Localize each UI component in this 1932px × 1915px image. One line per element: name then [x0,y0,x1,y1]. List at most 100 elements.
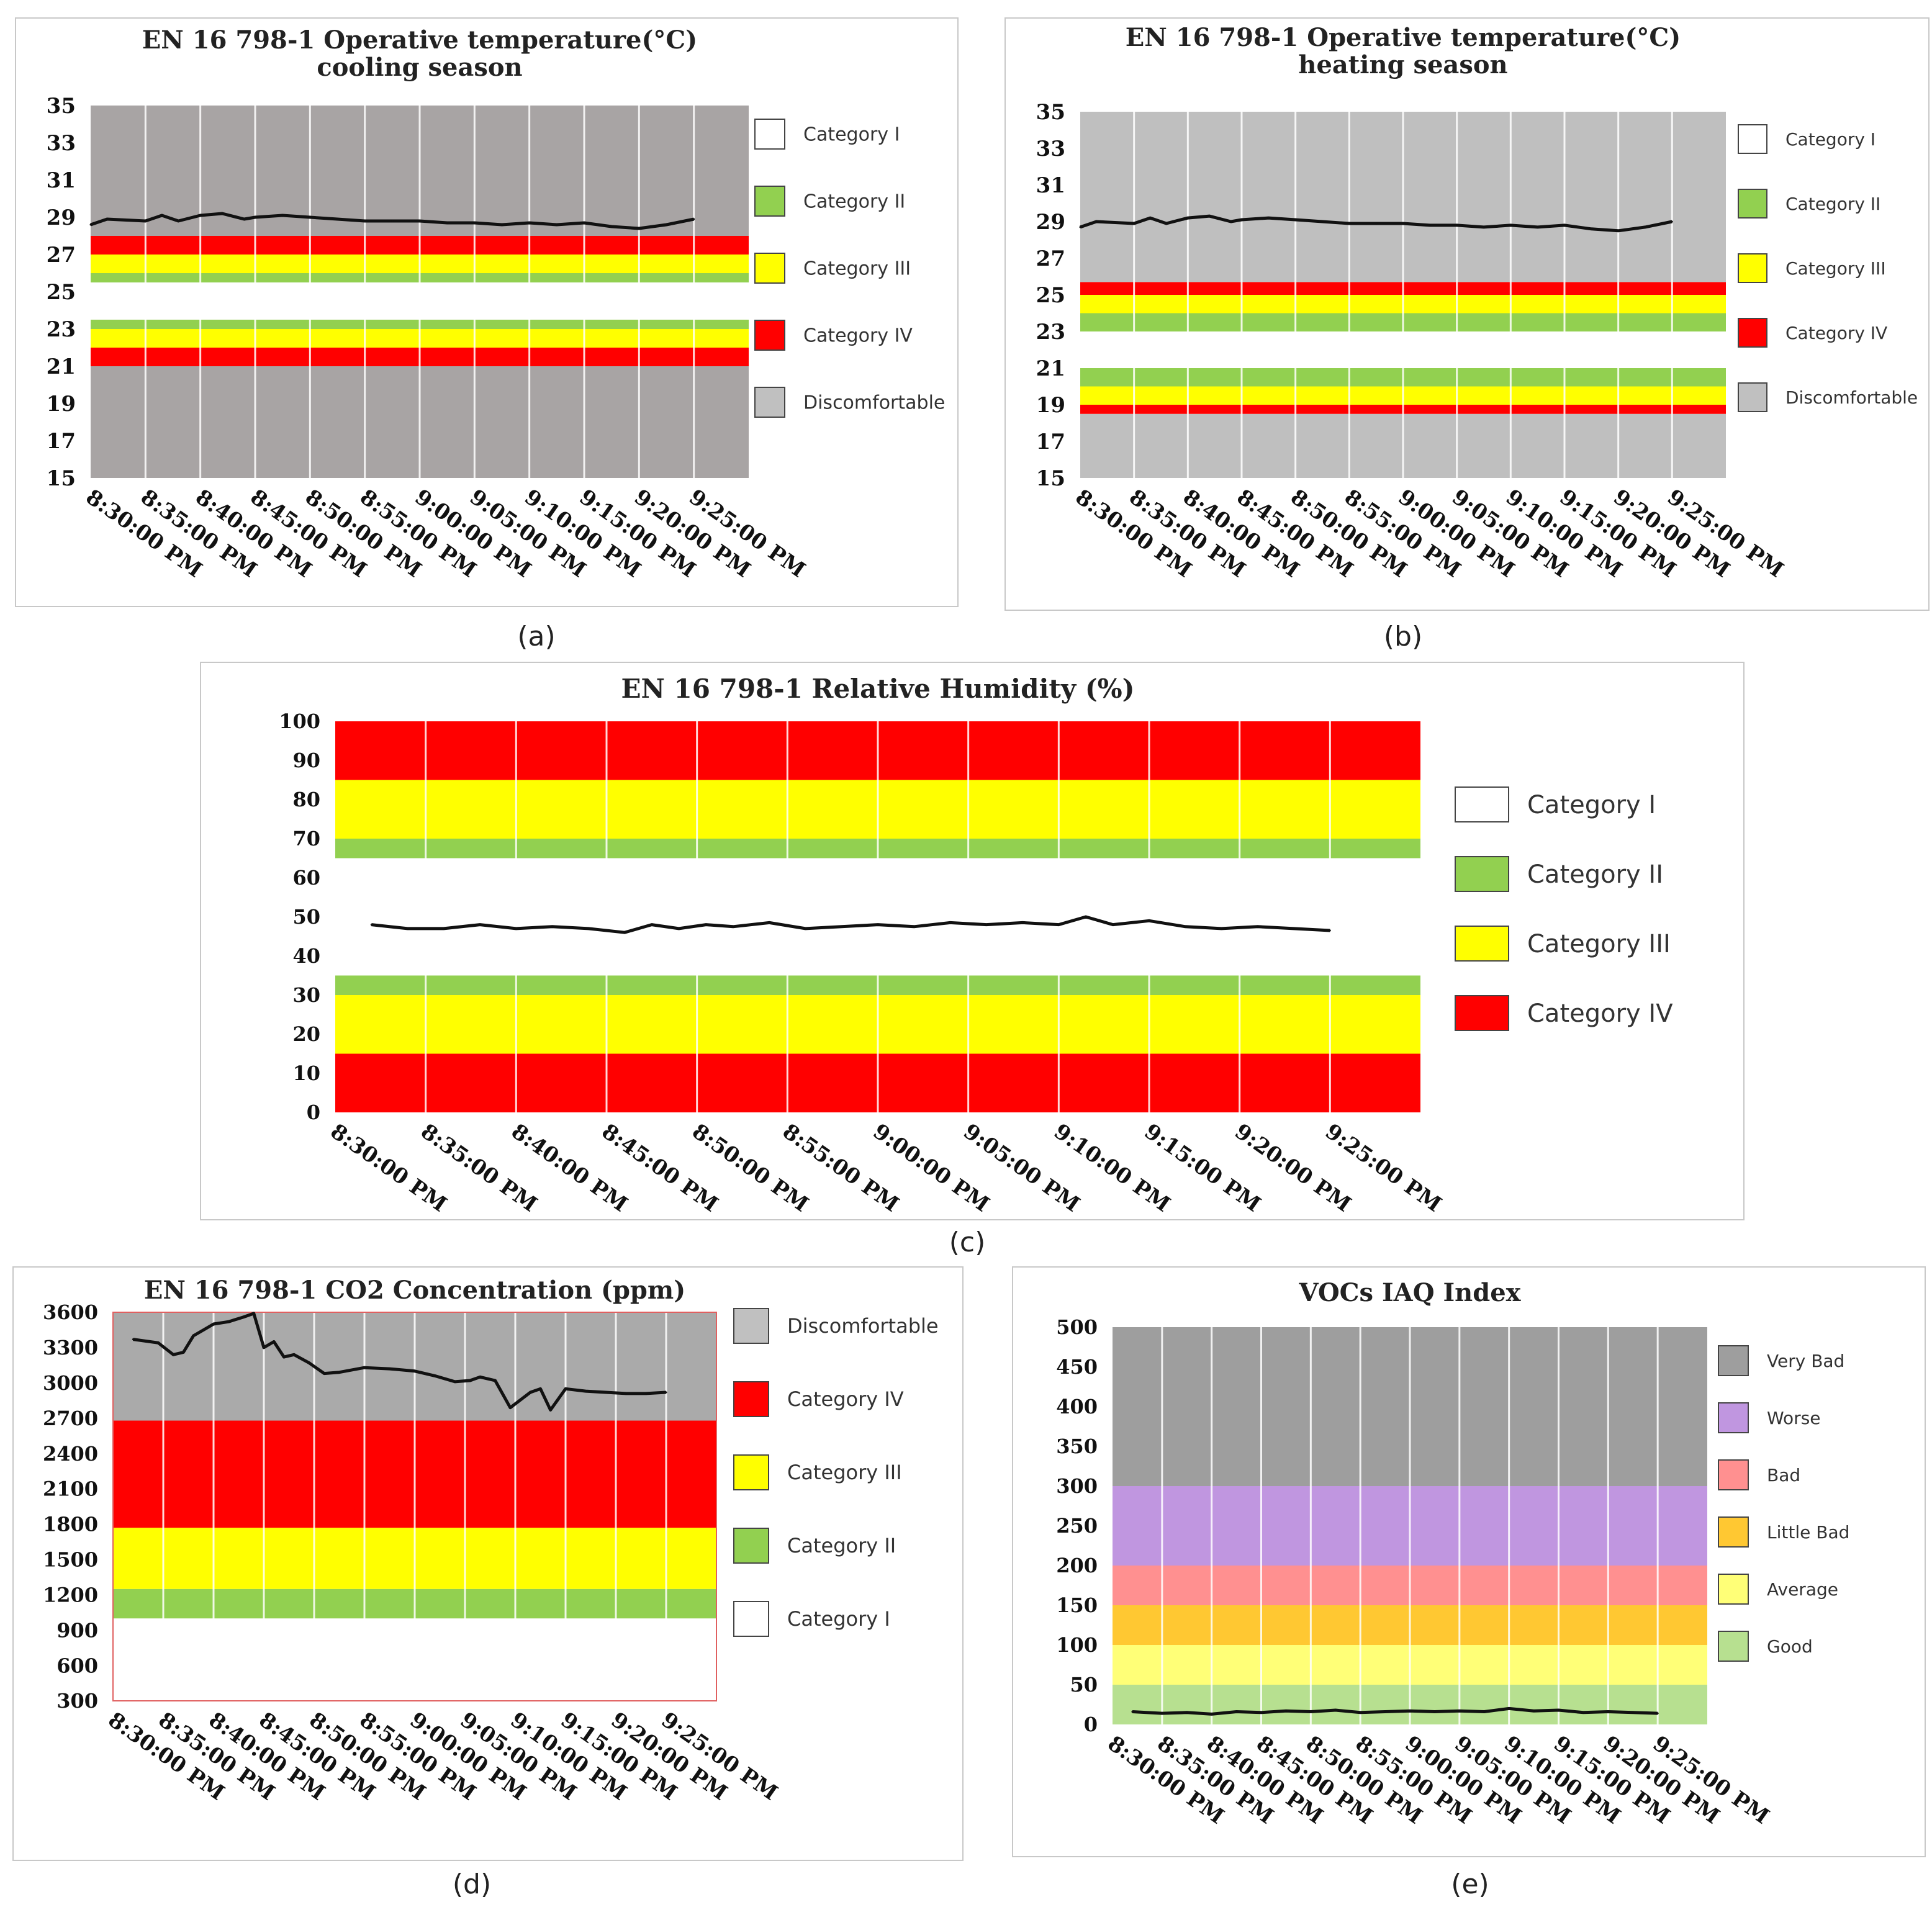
chart-panel-d: EN 16 798-1 CO2 Concentration (ppm) 300 60… [12,1266,964,1861]
chart-d-data-point [584,1390,587,1392]
chart-b-ytick: 29 [1036,210,1065,235]
chart-a-data-point [106,218,108,220]
chart-a-data-point [528,222,531,224]
chart-b-ytick: 23 [1036,320,1065,345]
chart-e-data-point [1131,1711,1134,1713]
chart-d-ytick: 1500 [43,1548,98,1572]
chart-b-data-point [1208,215,1211,217]
chart-a-data-point [583,222,585,224]
chart-a-data-point [254,216,256,219]
chart-b-title-line-0: EN 16 798-1 Operative temperature(°C) [1126,23,1681,52]
chart-c-data-point [515,927,517,930]
chart-e-data-point [1260,1711,1262,1714]
chart-e-data-point [1186,1711,1188,1714]
chart-d-data-point [363,1366,366,1369]
chart-a-legend-label: Category IV [803,325,913,347]
chart-b-ytick: 19 [1036,393,1065,418]
chart-d-legend-label: Discomfortable [787,1314,939,1338]
chart-d-legend-swatch [733,1601,769,1637]
chart-a-data-point [666,223,667,226]
chart-e-ytick: 150 [1056,1593,1098,1617]
chart-e-ytick: 50 [1070,1673,1098,1696]
chart-d-data-point [172,1353,174,1356]
chart-d-data-point [494,1379,497,1382]
chart-a-data-point [144,220,147,222]
caption-b: (b) [1383,621,1423,652]
chart-c-data-point [551,926,554,928]
chart-c-data-point [1021,921,1024,924]
chart-d-data-point [263,1346,265,1349]
chart-a-data-point [693,218,695,220]
chart-d-ytick: 1200 [43,1583,98,1606]
chart-d-legend-swatch [733,1308,769,1344]
chart-b-legend-label: Discomfortable [1785,387,1918,408]
chart-e-ytick: 200 [1056,1554,1098,1577]
chart-d-data-point [202,1329,205,1331]
chart-d-svg: EN 16 798-1 CO2 Concentration (ppm) 300 60… [43,1276,939,1806]
chart-e-legend-swatch [1718,1459,1749,1490]
chart-a-ytick: 23 [47,317,76,342]
chart-e-data-point [1632,1711,1634,1714]
chart-d-ytick: 2400 [43,1442,98,1466]
chart-d-data-point [549,1408,552,1411]
chart-e-legend-swatch [1718,1516,1749,1548]
chart-b-ytick: 21 [1036,356,1065,381]
chart-b-legend-label: Category III [1785,258,1886,279]
chart-a-ytick: 25 [47,280,76,305]
chart-d-data-point [479,1376,481,1378]
chart-c-data-point [1184,926,1186,928]
chart-e-data-point [1284,1710,1287,1712]
chart-b-data-point [1617,230,1620,232]
chart-e-ytick: 300 [1056,1474,1098,1498]
chart-d-data-point [132,1338,134,1341]
chart-d-plot-border [112,1312,717,1701]
chart-a-legend-label: Discomfortable [803,392,945,414]
chart-d-ytick: 3600 [43,1300,98,1324]
chart-b-data-point [1294,219,1297,221]
chart-e-ytick: 500 [1056,1315,1098,1339]
chart-c-data-point [1257,926,1259,928]
chart-e-data-point [1384,1711,1386,1713]
chart-d-legend-label: Category III [787,1461,902,1484]
chart-c-data-point [1112,924,1114,926]
chart-c-svg: EN 16 798-1 Relative Humidity (%) 0 10 20 30… [279,674,1673,1217]
chart-c-data-point [1221,927,1222,930]
chart-a-data-point [281,214,284,217]
chart-d-data-point [564,1387,567,1390]
chart-b-data-point [1644,226,1646,228]
chart-e-legend-label: Little Bad [1767,1522,1849,1543]
chart-d-ytick: 1800 [43,1513,98,1536]
chart-d-legend-swatch [733,1381,769,1417]
chart-d-data-point [645,1392,648,1395]
chart-a-ytick: 19 [47,392,76,417]
chart-d-ytick: 2700 [43,1407,98,1430]
chart-d-legend-label: Category IV [787,1387,904,1411]
chart-d-ytick: 2100 [43,1477,98,1501]
chart-e-data-point [1359,1711,1361,1714]
caption-c: (c) [949,1227,986,1258]
chart-b-legend-swatch [1738,189,1767,219]
chart-b-data-point [1267,217,1270,219]
chart-b-data-point [1483,226,1485,228]
chart-d-data-point [665,1391,667,1394]
chart-b-legend-swatch [1738,124,1767,154]
chart-c-ytick: 60 [292,866,320,890]
chart-e-legend-swatch [1718,1345,1749,1376]
caption-d: (d) [452,1868,492,1900]
chart-a-ytick: 15 [47,466,76,491]
chart-e-legend-label: Average [1767,1579,1838,1600]
chart-e-legend-swatch [1718,1402,1749,1433]
chart-d-data-point [625,1392,627,1395]
chart-a-data-point [501,223,503,226]
chart-d-data-point [469,1379,471,1382]
chart-d-legend-swatch [733,1454,769,1490]
chart-d-data-point [539,1387,541,1390]
chart-b-data-point [1230,220,1232,223]
chart-e-data-point [1334,1709,1337,1711]
chart-a-data-point [161,214,163,217]
chart-d-data-point [338,1371,340,1374]
chart-b-legend-swatch [1738,318,1767,348]
chart-d-data-point [605,1391,607,1394]
chart-d-data-point [212,1323,215,1325]
chart-panel-c: EN 16 798-1 Relative Humidity (%) 0 10 20 30… [200,662,1745,1220]
